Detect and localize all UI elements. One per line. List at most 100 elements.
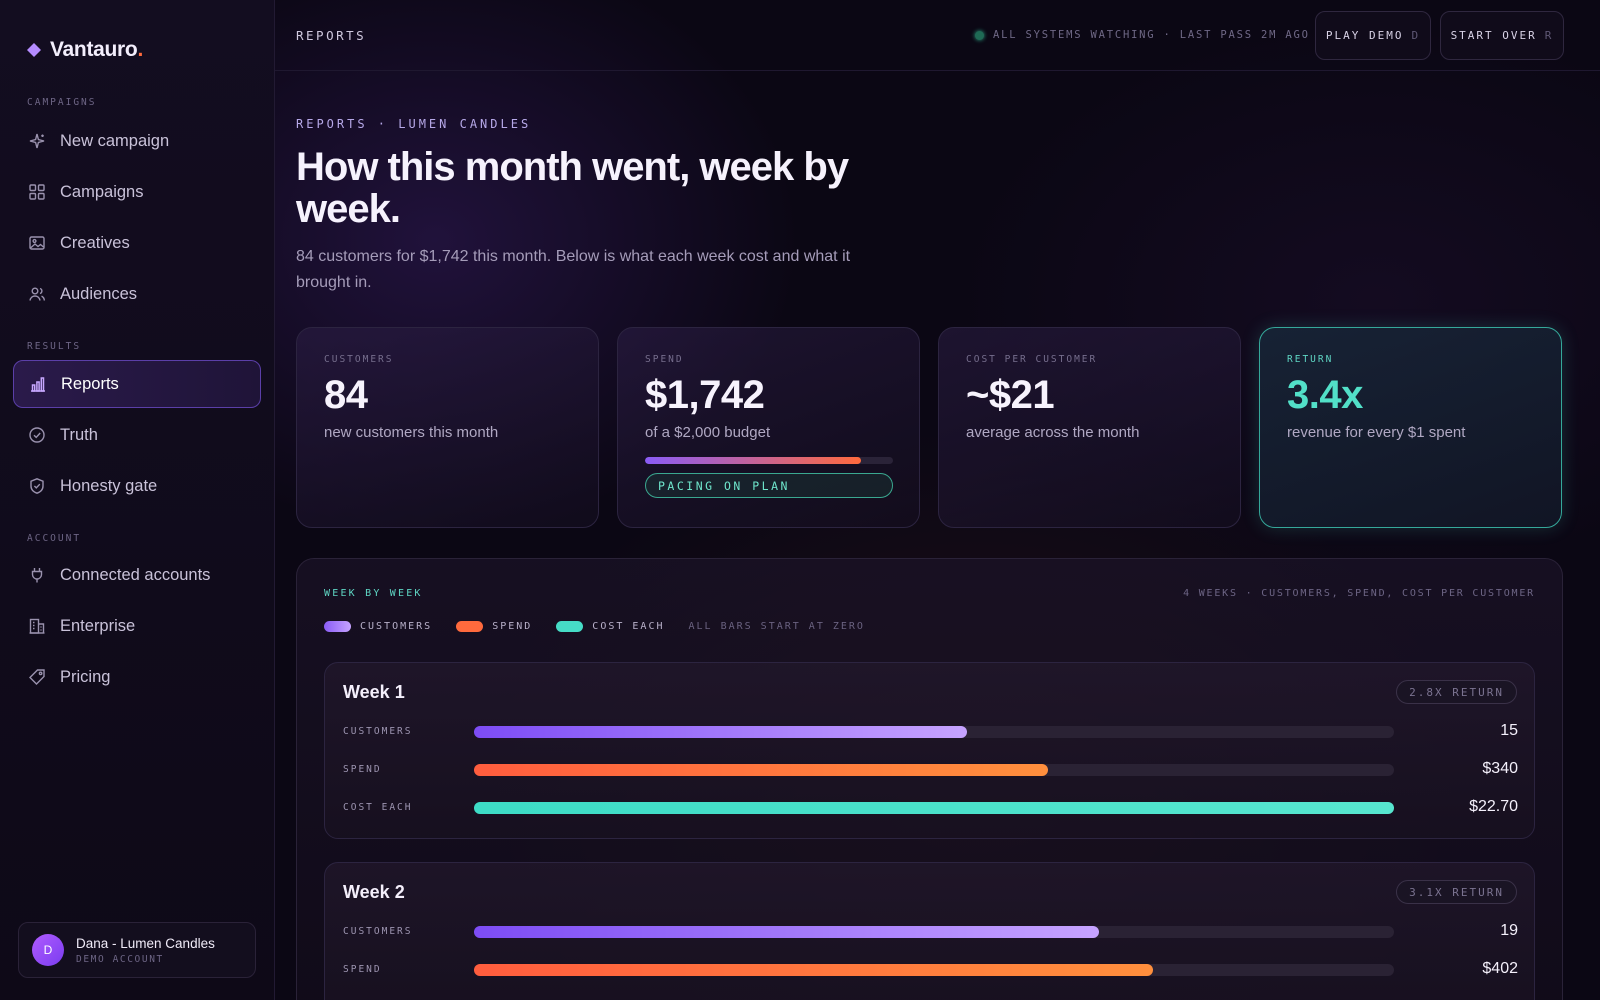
stat-description: of a $2,000 budget bbox=[645, 424, 771, 441]
topbar: REPORTS ALL SYSTEMS WATCHING · LAST PASS… bbox=[275, 0, 1600, 71]
stat-value: 3.4x bbox=[1287, 373, 1363, 417]
account-switcher[interactable]: D Dana - Lumen Candles DEMO ACCOUNT bbox=[18, 922, 256, 978]
play-demo-label: PLAY DEMO bbox=[1325, 29, 1404, 42]
stat-card-return: RETURN 3.4x revenue for every $1 spent bbox=[1259, 327, 1562, 528]
sidebar-item-reports[interactable]: Reports bbox=[13, 360, 261, 408]
sidebar-item-audiences[interactable]: Audiences bbox=[13, 270, 261, 318]
nav-section-results: RESULTS bbox=[27, 341, 82, 352]
grid-icon bbox=[29, 184, 45, 200]
week-title: Week 1 bbox=[343, 682, 405, 702]
week-card-2: Week 2 3.1X RETURN CUSTOMERS 19 SPEND $4… bbox=[324, 862, 1535, 1000]
page-subtext: 84 customers for $1,742 this month. Belo… bbox=[296, 248, 851, 291]
metric-bar-track bbox=[474, 926, 1394, 938]
play-demo-button[interactable]: PLAY DEMO D bbox=[1315, 11, 1431, 60]
legend-note: ALL BARS START AT ZERO bbox=[688, 621, 865, 632]
stat-label: RETURN bbox=[1287, 354, 1334, 365]
sidebar-item-label: Creatives bbox=[60, 233, 130, 252]
legend-swatch bbox=[556, 621, 584, 632]
customers-bar bbox=[474, 926, 1099, 938]
metric-label: CUSTOMERS bbox=[343, 926, 413, 937]
nav-section-campaigns: CAMPAIGNS bbox=[27, 97, 97, 108]
start-over-shortcut: R bbox=[1544, 29, 1554, 42]
sidebar-item-label: Truth bbox=[60, 425, 98, 444]
main-content: REPORTS ALL SYSTEMS WATCHING · LAST PASS… bbox=[275, 0, 1600, 1000]
budget-progress-bar bbox=[645, 457, 893, 464]
metric-row-spend: SPEND $340 bbox=[343, 760, 1518, 780]
sidebar-item-label: Honesty gate bbox=[60, 476, 158, 495]
sidebar-item-connected-accounts[interactable]: Connected accounts bbox=[13, 551, 261, 599]
panel-title: WEEK BY WEEK bbox=[324, 588, 423, 599]
legend-label: COST EACH bbox=[592, 621, 665, 632]
pacing-badge: PACING ON PLAN bbox=[645, 473, 893, 498]
diamond-icon bbox=[27, 43, 41, 57]
panel-meta: 4 WEEKS · CUSTOMERS, SPEND, COST PER CUS… bbox=[1183, 588, 1535, 599]
chart-legend: CUSTOMERS SPEND COST EACH ALL BARS START… bbox=[324, 621, 865, 632]
sidebar-item-campaigns[interactable]: Campaigns bbox=[13, 168, 261, 216]
stat-value: 84 bbox=[324, 373, 368, 417]
metric-label: SPEND bbox=[343, 964, 382, 975]
metric-value: $340 bbox=[1482, 760, 1518, 777]
spend-bar bbox=[474, 764, 1049, 776]
return-badge: 2.8X RETURN bbox=[1396, 680, 1517, 704]
play-demo-shortcut: D bbox=[1411, 29, 1421, 42]
legend-item-cost-each: COST EACH bbox=[556, 621, 664, 632]
sidebar-item-label: Enterprise bbox=[60, 616, 136, 635]
sidebar-item-new-campaign[interactable]: New campaign bbox=[13, 117, 261, 165]
spend-bar bbox=[474, 964, 1153, 976]
metric-row-customers: CUSTOMERS 19 bbox=[343, 922, 1518, 942]
sidebar-item-creatives[interactable]: Creatives bbox=[13, 219, 261, 267]
metric-bar-track bbox=[474, 764, 1394, 776]
system-status: ALL SYSTEMS WATCHING · LAST PASS 2M AGO bbox=[975, 29, 1310, 41]
sidebar-item-pricing[interactable]: Pricing bbox=[13, 653, 261, 701]
metric-value: 15 bbox=[1500, 722, 1518, 739]
nav-section-account: ACCOUNT bbox=[27, 533, 82, 544]
brand-dot: . bbox=[137, 38, 144, 61]
status-dot-icon bbox=[975, 30, 984, 40]
sidebar-item-enterprise[interactable]: Enterprise bbox=[13, 602, 261, 650]
metric-bar-track bbox=[474, 964, 1394, 976]
budget-progress-fill bbox=[645, 457, 861, 464]
metric-row-spend: SPEND $402 bbox=[343, 960, 1518, 980]
account-info: Dana - Lumen Candles DEMO ACCOUNT bbox=[76, 936, 215, 965]
stat-value: $1,742 bbox=[645, 373, 765, 417]
stat-card-cost-per-customer: COST PER CUSTOMER ~$21 average across th… bbox=[938, 327, 1241, 528]
breadcrumb: REPORTS · LUMEN CANDLES bbox=[296, 117, 532, 131]
stat-value: ~$21 bbox=[966, 373, 1055, 417]
users-icon bbox=[29, 287, 46, 301]
stat-label: CUSTOMERS bbox=[324, 354, 394, 365]
stat-description: revenue for every $1 spent bbox=[1287, 424, 1466, 441]
legend-item-spend: SPEND bbox=[456, 621, 532, 632]
stat-label: SPEND bbox=[645, 354, 684, 365]
brand-logo[interactable]: Vantauro . bbox=[26, 38, 143, 62]
stat-description: average across the month bbox=[966, 424, 1140, 441]
account-subtitle: DEMO ACCOUNT bbox=[76, 953, 164, 965]
start-over-label: START OVER bbox=[1450, 29, 1537, 42]
stat-description: new customers this month bbox=[324, 424, 499, 441]
sidebar-item-label: New campaign bbox=[60, 131, 170, 150]
image-icon bbox=[29, 236, 45, 250]
metric-row-customers: CUSTOMERS 15 bbox=[343, 722, 1518, 742]
page-title: REPORTS bbox=[296, 28, 367, 43]
sidebar: Vantauro . CAMPAIGNS New campaign Campai… bbox=[0, 0, 275, 1000]
check-circle-icon bbox=[29, 427, 45, 443]
sidebar-item-truth[interactable]: Truth bbox=[13, 411, 261, 459]
start-over-button[interactable]: START OVER R bbox=[1440, 11, 1564, 60]
sidebar-item-honesty-gate[interactable]: Honesty gate bbox=[13, 462, 261, 510]
brand-name: Vantauro bbox=[50, 38, 138, 61]
legend-item-customers: CUSTOMERS bbox=[324, 621, 432, 632]
metric-label: SPEND bbox=[343, 764, 382, 775]
metric-value: $22.70 bbox=[1469, 798, 1518, 815]
legend-swatch bbox=[324, 621, 351, 632]
metric-label: CUSTOMERS bbox=[343, 726, 413, 737]
stat-card-customers: CUSTOMERS 84 new customers this month bbox=[296, 327, 599, 528]
sparkle-icon bbox=[29, 133, 45, 149]
legend-swatch bbox=[456, 621, 484, 632]
metric-value: $402 bbox=[1482, 960, 1518, 977]
week-title: Week 2 bbox=[343, 882, 405, 902]
metric-bar-track bbox=[474, 802, 1394, 814]
sidebar-item-label: Campaigns bbox=[60, 182, 144, 201]
legend-label: CUSTOMERS bbox=[360, 621, 433, 632]
avatar: D bbox=[32, 934, 64, 966]
stat-label: COST PER CUSTOMER bbox=[966, 354, 1098, 365]
building-icon bbox=[29, 618, 45, 634]
